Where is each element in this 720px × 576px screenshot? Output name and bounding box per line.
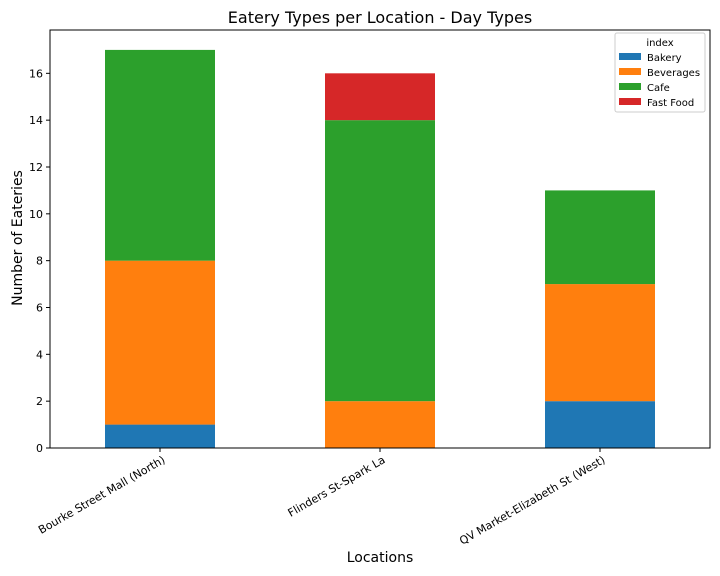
y-tick-label: 14 [29, 114, 43, 127]
bar-beverages-2 [545, 284, 655, 402]
bar-bakery-0 [105, 424, 215, 448]
legend-swatch-fast-food [619, 98, 641, 105]
y-tick-label: 12 [29, 161, 43, 174]
y-tick-label: 16 [29, 67, 43, 80]
legend-label: Cafe [647, 83, 670, 94]
bar-cafe-0 [105, 49, 215, 261]
y-tick-label: 2 [36, 395, 43, 408]
y-tick-label: 6 [36, 301, 43, 314]
legend-label: Fast Food [647, 98, 694, 109]
bar-fast-food-1 [325, 73, 435, 121]
y-tick-label: 10 [29, 208, 43, 221]
legend: index Bakery Beverages Cafe Fast Food [614, 32, 706, 113]
x-tick-label: Bourke Street Mall (North) [36, 453, 167, 536]
bar-bakery-2 [545, 401, 655, 448]
legend-swatch-beverages [619, 68, 641, 75]
y-axis-label: Number of Eateries [10, 170, 26, 306]
legend-swatch-bakery [619, 53, 641, 60]
legend-label: Bakery [647, 53, 682, 64]
y-tick-label: 8 [36, 255, 43, 268]
chart-title: Eatery Types per Location - Day Types [228, 8, 532, 27]
plot-area [105, 49, 655, 448]
legend-frame [614, 32, 706, 113]
x-tick-label: QV Market-Elizabeth St (West) [457, 453, 607, 547]
x-axis-label: Locations [347, 550, 414, 566]
bar-cafe-1 [325, 120, 435, 402]
x-tick-label: Flinders St-Spark La [286, 453, 388, 519]
legend-title: index [646, 38, 673, 49]
y-tick-label: 0 [36, 442, 43, 455]
bar-beverages-1 [325, 401, 435, 448]
legend-label: Beverages [647, 68, 700, 79]
y-tick-label: 4 [36, 348, 43, 361]
bar-beverages-0 [105, 260, 215, 425]
legend-swatch-cafe [619, 83, 641, 90]
bar-cafe-2 [545, 190, 655, 285]
